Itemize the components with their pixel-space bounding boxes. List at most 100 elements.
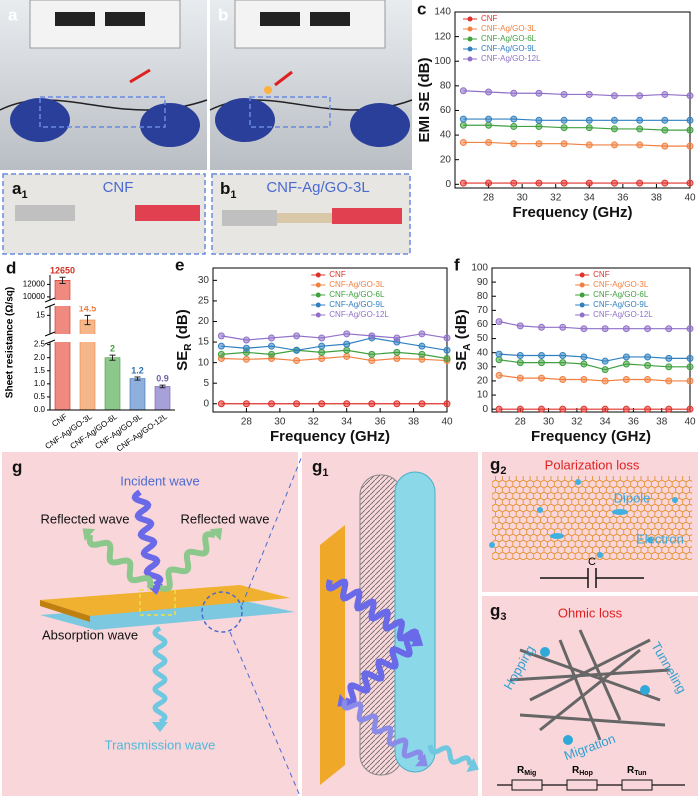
resistor-label: RHop [572,765,593,777]
legend-label: CNF-Ag/GO-6L [329,290,385,299]
data-point [686,405,694,413]
data-point [661,142,669,150]
legend-marker [315,272,321,278]
wave [325,578,420,642]
electron-dot [540,647,550,657]
data-point [535,140,543,148]
x-tick-label: 40 [441,417,453,428]
x-tick-label: 36 [617,193,629,204]
y-label-text: SE [174,351,191,371]
series-line [221,355,448,362]
glove [140,103,200,147]
data-point [443,400,451,408]
x-tick-label: 38 [408,417,420,428]
wave [159,531,216,592]
dipole-mark [612,509,628,515]
data-point [293,332,301,340]
diagram-label: Transmission wave [105,737,216,752]
data-point [217,350,225,358]
data-point [418,350,426,358]
bar [54,280,71,411]
data-point [661,116,669,124]
y-tick-label: 60 [440,105,452,116]
y-axis-label: Sheet resistance (Ω/sq) [5,287,16,398]
data-point [560,179,568,187]
y-tick-label: 100 [471,263,488,274]
y-axis-label: EMI SE (dB) [416,57,433,142]
label-sub: Hop [579,770,593,777]
data-point [485,179,493,187]
legend-label: CNF-Ag/GO-3L [329,280,385,289]
data-point [318,355,326,363]
electron-dot [640,685,650,695]
legend-marker [579,292,585,298]
data-point [686,116,694,124]
data-point [393,400,401,408]
resistor [566,779,598,791]
clip [135,205,200,221]
series-line [463,90,691,97]
axis-break [44,334,175,342]
series-line [221,333,448,341]
panel-label: g2 [490,455,507,476]
y-tick-label: 1.5 [34,366,46,375]
display [260,12,300,26]
data-point [580,360,588,368]
capacitor [540,568,644,588]
fiber-network [509,629,671,741]
y-tick-label: 1.0 [34,379,46,388]
legend-marker [467,16,473,22]
legend-label: CNF [481,14,498,23]
data-point [560,90,568,98]
data-point [636,141,644,149]
data-point [622,376,630,384]
data-point [343,340,351,348]
diagram-label: Dipole [614,490,651,505]
y-axis-label: SEA (dB) [453,309,473,370]
data-point [510,122,518,130]
legend-marker [315,282,321,288]
charges [540,647,650,745]
data-point [242,344,250,352]
series-line [498,359,690,371]
data-point [686,126,694,134]
label-text: a [12,179,22,198]
data-point [636,116,644,124]
data-point [610,116,618,124]
resistor [621,779,653,791]
data-point [495,356,503,364]
film-edge [40,600,90,622]
data-point [665,325,673,333]
display [105,12,145,26]
data-point [665,405,673,413]
electron-dot [647,537,653,543]
data-point [443,346,451,354]
x-tick-label: 32 [571,417,583,428]
error-bar [134,376,141,381]
data-point [538,359,545,367]
data-point [510,179,518,187]
panel-label: b [218,5,228,24]
data-point [601,325,609,333]
resistor-label: RTun [627,765,647,777]
y-tick-label: 30 [198,275,210,286]
charges [489,479,678,558]
label-sub: 2 [500,465,506,477]
diagram-label: Reflected wave [41,511,130,526]
data-point [636,92,644,100]
panel-label: c [417,0,426,18]
x-tick-label: 38 [656,417,668,428]
label-text: g [490,601,500,620]
fiber [558,639,602,741]
legend-label: CNF [593,270,610,279]
legend-label: CNF-Ag/GO-9L [481,44,537,53]
data-point [268,350,275,358]
legend-marker [579,272,585,278]
data-point [686,354,694,362]
data-point [686,377,694,385]
label-text: g [490,455,500,474]
wave [341,699,424,761]
data-point [485,121,493,129]
data-point [580,405,588,413]
bar [79,319,96,411]
